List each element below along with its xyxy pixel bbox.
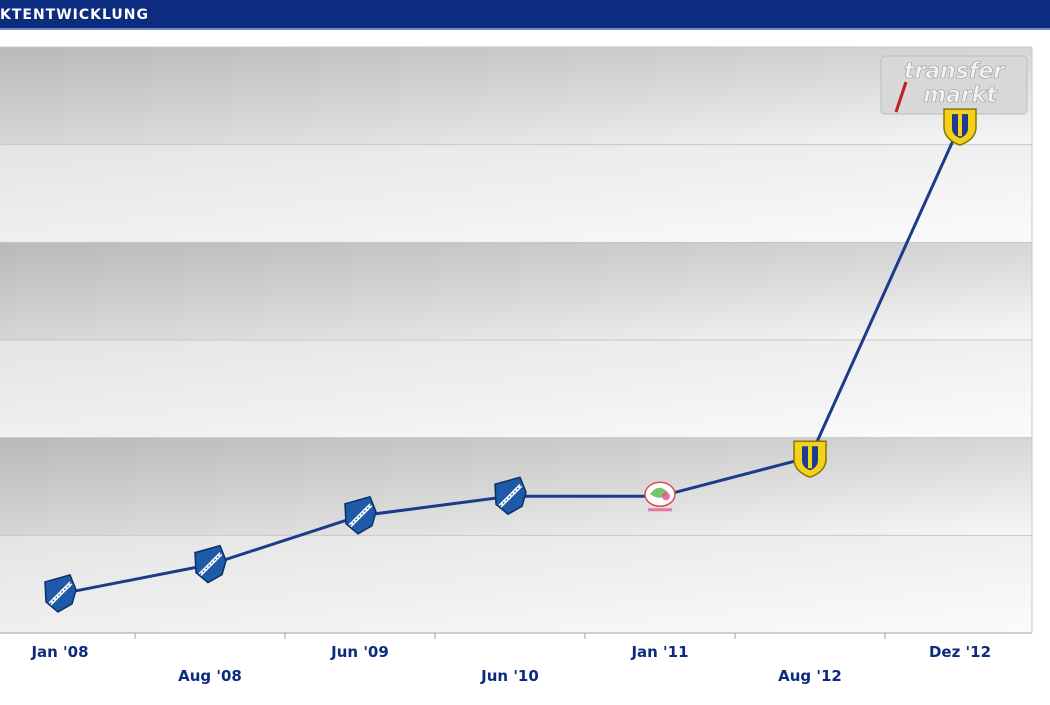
blue-crest-icon[interactable] [44,574,77,613]
blue-crest-icon[interactable] [194,544,227,584]
x-tick-label: Jan '11 [630,643,688,661]
blue-crest-icon[interactable] [494,476,527,516]
x-tick-label: Aug '12 [778,667,842,685]
watermark-line2: markt [923,83,998,108]
watermark-line1: transfer [904,59,1005,84]
x-tick-label: Jun '09 [330,643,389,661]
x-tick-label: Dez '12 [929,643,991,661]
yellow-crest-icon[interactable] [793,440,827,479]
plot-band [0,535,1032,633]
plot-band [0,47,1032,145]
blue-crest-icon[interactable] [344,495,377,535]
plot-band [0,242,1032,340]
market-value-chart: transfer markt Jan '08 Aug '08 Jun '09 Jun … [0,46,1033,685]
x-tick-label: Jan '08 [30,643,88,661]
plot-band [0,340,1032,438]
chart-title: KTENTWICKLUNG [0,7,150,23]
chart-header: KTENTWICKLUNG [0,0,1050,30]
series-markers [44,108,977,613]
watermark-figure-icon [894,81,908,113]
chart-area: transfer markt Jan '08 Aug '08 Jun '09 Jun … [0,30,1050,700]
plot-band [0,144,1032,243]
transfermarkt-watermark: transfer markt [880,55,1028,115]
yellow-crest-icon[interactable] [943,108,977,146]
colorful-logo-icon[interactable] [644,481,676,512]
x-tick-labels: Jan '08 Aug '08 Jun '09 Jun '10 Jan '11 Aug '… [30,643,991,685]
x-axis [0,632,1032,639]
x-tick-label: Jun '10 [480,667,539,685]
x-tick-label: Aug '08 [178,667,242,685]
